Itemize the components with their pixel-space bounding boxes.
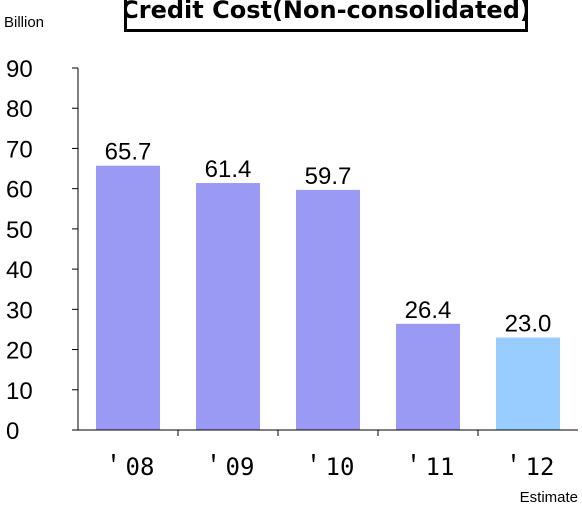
y-tick-label: 90 [6, 56, 33, 83]
estimate-annotation: Estimate [520, 489, 578, 506]
bar-2 [296, 189, 360, 430]
x-tick-label: ＇11 [402, 453, 455, 481]
y-axis-label: Billion [4, 14, 44, 31]
x-tick-label: ＇12 [502, 453, 555, 481]
value-label: 23.0 [505, 310, 552, 337]
y-tick-label: 50 [6, 217, 33, 244]
value-label: 26.4 [405, 297, 452, 324]
y-tick-label: 10 [6, 378, 33, 405]
bar-4 [496, 337, 560, 430]
y-tick-label: 20 [6, 338, 33, 365]
value-label: 65.7 [105, 139, 152, 166]
bar-0 [96, 165, 160, 431]
x-tick-label: ＇08 [102, 453, 155, 481]
value-label: 59.7 [305, 163, 352, 190]
y-tick-label: 40 [6, 257, 33, 284]
chart-title: Credit Cost(Non-consolidated) [124, 0, 528, 32]
y-tick-label: 0 [6, 418, 19, 445]
y-tick-label: 60 [6, 177, 33, 204]
value-label: 61.4 [205, 156, 252, 183]
bar-1 [196, 183, 260, 430]
y-tick-label: 70 [6, 136, 33, 163]
y-tick-label: 80 [6, 96, 33, 123]
y-tick-label: 30 [6, 297, 33, 324]
x-tick-label: ＇10 [302, 453, 355, 481]
bar-3 [396, 323, 460, 430]
x-tick-label: ＇09 [202, 453, 255, 481]
